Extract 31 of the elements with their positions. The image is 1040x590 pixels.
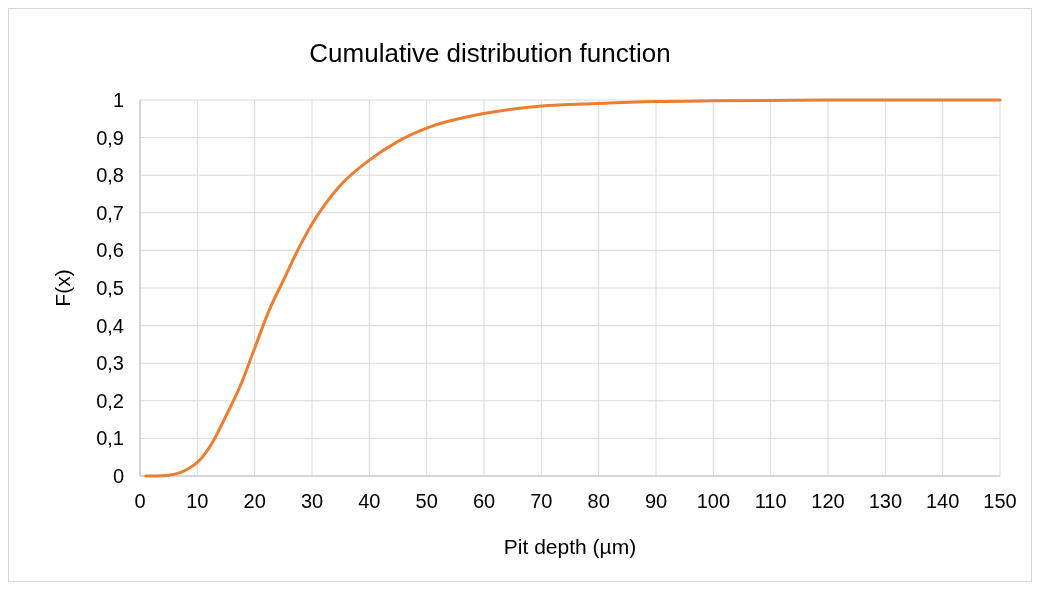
- x-axis-title: Pit depth (µm): [503, 535, 637, 558]
- x-tick-label: 30: [300, 490, 324, 512]
- chart-title: Cumulative distribution function: [309, 38, 671, 68]
- y-tick-label: 0,6: [96, 239, 124, 262]
- y-tick-label: 0,8: [96, 164, 124, 187]
- y-tick-label: 0,9: [96, 126, 124, 149]
- y-tick-label: 0,4: [96, 314, 124, 337]
- x-tick-label: 70: [530, 490, 553, 512]
- x-tick-label: 50: [415, 490, 438, 512]
- y-tick-label: 0,7: [96, 201, 124, 224]
- x-tick-label: 100: [696, 490, 731, 512]
- x-tick-label: 130: [868, 490, 903, 512]
- x-tick-label: 0: [134, 490, 146, 512]
- x-tick-label: 20: [243, 490, 266, 512]
- x-tick-label: 10: [186, 490, 209, 512]
- y-tick-label: 0: [112, 465, 124, 487]
- x-tick-label: 120: [811, 490, 845, 512]
- x-tick-label: 140: [925, 490, 960, 512]
- y-tick-label: 1: [112, 89, 124, 111]
- x-tick-label: 80: [587, 490, 610, 512]
- x-tick-label: 90: [644, 490, 668, 512]
- x-tick-label: 60: [472, 490, 496, 512]
- x-tick-label: 110: [754, 490, 787, 512]
- y-tick-label: 0,5: [96, 277, 124, 299]
- y-tick-label: 0,2: [96, 389, 124, 412]
- line-series: [144, 98, 1002, 478]
- y-tick-label: 0,1: [96, 427, 124, 450]
- y-tick-label: 0,3: [96, 352, 124, 375]
- x-tick-label: 150: [983, 490, 1017, 512]
- x-tick-label: 40: [358, 490, 381, 512]
- y-axis-title: F(x): [51, 269, 74, 307]
